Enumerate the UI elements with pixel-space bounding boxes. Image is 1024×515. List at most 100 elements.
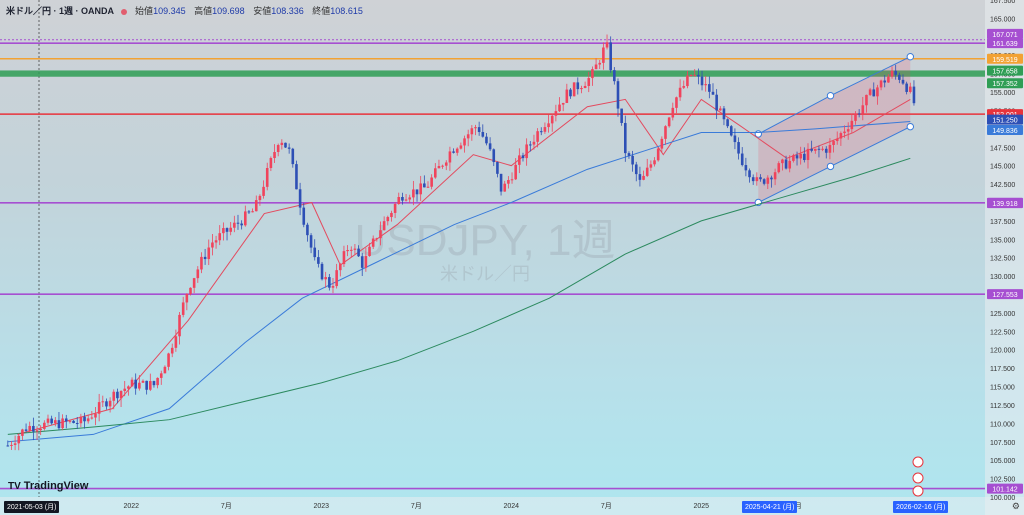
channel-anchor-point <box>754 130 762 138</box>
candle-body <box>909 86 912 92</box>
candle-body <box>127 386 130 389</box>
candle-body <box>784 159 788 169</box>
candle-body <box>349 249 353 251</box>
candle-body <box>273 152 276 159</box>
candle-body <box>499 173 503 192</box>
candle-body <box>298 189 302 208</box>
candle-body <box>448 151 452 163</box>
candle-body <box>269 158 273 169</box>
y-tick-label: 155.000 <box>990 90 1015 97</box>
candle-body <box>24 429 28 431</box>
open-value: 109.345 <box>153 6 186 16</box>
candle-body <box>770 177 773 180</box>
y-tick-label: 125.000 <box>990 311 1015 318</box>
candle-body <box>141 380 145 383</box>
candle-body <box>28 425 32 431</box>
price-badge-bg <box>987 125 1023 136</box>
candle-body <box>225 228 229 232</box>
candle-body <box>313 247 317 258</box>
candle-body <box>876 87 879 97</box>
candle-body <box>477 127 481 133</box>
candle-body <box>434 168 437 178</box>
candle-body <box>634 164 638 175</box>
high-value: 109.698 <box>212 6 245 16</box>
y-tick-label: 115.000 <box>990 385 1015 392</box>
y-tick-label: 107.500 <box>990 440 1015 447</box>
candle-body <box>777 163 781 173</box>
candle-body <box>861 105 865 114</box>
close-label: 終値 <box>312 6 331 16</box>
candle-body <box>466 134 470 139</box>
candle-body <box>247 211 251 213</box>
candle-body <box>726 119 729 127</box>
candle-body <box>75 423 79 425</box>
candle-body <box>46 418 50 423</box>
candle-body <box>50 418 53 424</box>
y-tick-label: 102.500 <box>990 477 1015 484</box>
support-zone <box>0 70 985 77</box>
y-tick-label: 110.000 <box>990 421 1015 428</box>
candle-body <box>901 79 905 84</box>
watermark-subtitle: 米ドル／円 <box>440 264 530 284</box>
candle-body <box>572 82 576 97</box>
candle-body <box>569 89 572 97</box>
candle-body <box>379 230 382 239</box>
candle-body <box>591 69 594 79</box>
y-tick-label: 100.000 <box>990 495 1015 502</box>
candle-body <box>649 164 653 168</box>
candle-body <box>686 75 689 87</box>
candle-body <box>857 113 861 115</box>
candle-body <box>605 42 609 48</box>
watermark-title: USDJPY, 1週 <box>355 216 616 265</box>
candle-body <box>218 233 222 241</box>
candle-body <box>667 117 671 127</box>
candle-body <box>536 131 539 142</box>
channel-anchor-point <box>906 52 914 61</box>
candle-body <box>211 242 214 248</box>
candle-body <box>101 401 105 403</box>
candle-body <box>660 138 664 149</box>
candle-body <box>189 287 192 294</box>
candle-body <box>558 104 561 112</box>
candle-body <box>898 74 901 80</box>
moving-average-line <box>7 157 911 435</box>
candle-body <box>554 111 558 116</box>
open-label: 始値 <box>135 6 154 16</box>
candle-body <box>583 85 587 89</box>
candle-body <box>306 224 309 236</box>
candle-body <box>192 278 196 288</box>
level-price-badge-bg <box>987 78 1023 89</box>
candle-body <box>594 64 598 70</box>
settings-gear-icon[interactable]: ⚙ <box>1011 501 1020 511</box>
candle-body <box>295 164 298 190</box>
candle-body <box>251 211 254 213</box>
candle-body <box>452 151 455 153</box>
symbol-title[interactable]: 米ドル／円 · 1週 · OANDA <box>6 6 115 16</box>
level-price-badge: 161.639 <box>992 41 1017 48</box>
candle-body <box>119 390 123 399</box>
candle-body <box>265 168 269 187</box>
candle-body <box>240 223 243 226</box>
candle-body <box>529 144 532 146</box>
candle-body <box>185 293 189 303</box>
candle-body <box>733 135 737 143</box>
candle-body <box>653 160 656 165</box>
candle-body <box>693 74 697 76</box>
candle-body <box>463 138 466 146</box>
candle-body <box>737 142 740 154</box>
candle-body <box>817 148 821 150</box>
candle-body <box>236 222 240 224</box>
candle-body <box>159 373 163 378</box>
candle-body <box>262 186 265 196</box>
candle-body <box>342 251 346 265</box>
candle-body <box>423 183 426 188</box>
candle-body <box>887 76 890 83</box>
level-price-badge: 101.142 <box>992 487 1017 494</box>
tradingview-logo[interactable]: TV TradingView <box>8 480 88 492</box>
candle-body <box>719 108 722 111</box>
candle-body <box>357 248 360 257</box>
candle-body <box>580 88 583 90</box>
candle-body <box>401 196 404 201</box>
candle-body <box>309 235 313 248</box>
